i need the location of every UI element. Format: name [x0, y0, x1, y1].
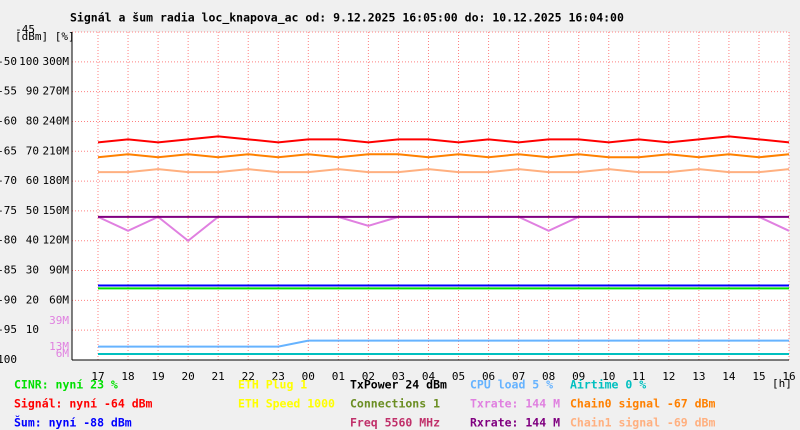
- y-tick-label: -100: [0, 353, 17, 366]
- x-tick-label: 05: [452, 370, 465, 383]
- x-tick-label: 12: [662, 370, 675, 383]
- y-tick-label: -45: [15, 23, 35, 36]
- legend-entry: Chain0 signal -67 dBm: [570, 397, 715, 411]
- x-unit: [h]: [772, 377, 792, 390]
- legend-entry: Rxrate: 144 M: [470, 416, 560, 430]
- series-line: [98, 168, 790, 174]
- y3-tick-label: 270M: [43, 85, 70, 98]
- series-line: [97, 135, 790, 144]
- y3-tick-label: 180M: [43, 174, 70, 187]
- series-line: [97, 153, 790, 159]
- series-line: [98, 339, 789, 348]
- x-tick-label: 04: [422, 370, 436, 383]
- y2-tick-label: 90: [26, 85, 39, 98]
- x-tick-label: 21: [212, 370, 225, 383]
- x-tick-label: 13: [692, 370, 705, 383]
- legend-entry: Airtime 0 %: [570, 378, 646, 392]
- y2-tick-label: 30: [26, 264, 39, 277]
- x-tick-label: 20: [182, 370, 195, 383]
- y3-tick-label: 60M: [49, 293, 69, 306]
- y2-tick-label: 100: [19, 55, 39, 68]
- y3-tick-label: 39M: [49, 314, 69, 327]
- y3-tick-label: 6M: [56, 347, 70, 360]
- y3-tick-label: 300M: [43, 55, 70, 68]
- x-tick-label: 07: [512, 370, 525, 383]
- legend-entry: Šum: nyní -88 dBm: [14, 415, 132, 430]
- x-tick-label: 16: [782, 370, 795, 383]
- y-tick-label: -75: [0, 204, 17, 217]
- x-tick-label: 17: [91, 370, 104, 383]
- y3-tick-label: 13M: [49, 340, 69, 353]
- legend-entry: Signál: nyní -64 dBm: [14, 397, 153, 411]
- x-tick-label: 11: [632, 370, 645, 383]
- y3-tick-label: 120M: [43, 234, 70, 247]
- legend-entry: TxPower 24 dBm: [350, 378, 447, 392]
- legend-entry: Connections 1: [350, 397, 440, 411]
- y2-tick-label: 50: [26, 204, 39, 217]
- x-tick-label: 10: [602, 370, 615, 383]
- y2-tick-label: 10: [26, 323, 39, 336]
- y3-tick-label: 150M: [43, 204, 70, 217]
- y-tick-label: -65: [0, 144, 17, 157]
- x-tick-label: 22: [242, 370, 255, 383]
- y-tick-label: -90: [0, 293, 17, 306]
- y2-tick-label: 60: [26, 174, 39, 187]
- x-tick-label: 02: [362, 370, 375, 383]
- x-tick-label: 18: [121, 370, 134, 383]
- axis-units: [dBm] [%]: [15, 30, 75, 43]
- legend-entry: ETH Plug 1: [238, 378, 307, 392]
- y-tick-label: -60: [0, 114, 17, 127]
- x-tick-label: 08: [542, 370, 555, 383]
- x-tick-label: 09: [572, 370, 585, 383]
- y-tick-label: -55: [0, 85, 17, 98]
- y-tick-label: -70: [0, 174, 17, 187]
- y-tick-label: -50: [0, 55, 17, 68]
- y2-tick-label: 70: [26, 144, 39, 157]
- plot-area: [72, 32, 789, 360]
- legend-entry: Txrate: 144 M: [470, 397, 560, 411]
- x-tick-label: 06: [482, 370, 495, 383]
- y-tick-label: -85: [0, 264, 17, 277]
- x-tick-label: 03: [392, 370, 405, 383]
- x-tick-label: 23: [272, 370, 285, 383]
- y-tick-label: -95: [0, 323, 17, 336]
- y3-tick-label: 240M: [43, 114, 70, 127]
- legend-entry: Chain1 signal -69 dBm: [570, 416, 715, 430]
- y2-tick-label: 20: [26, 293, 39, 306]
- legend-entry: Freq 5560 MHz: [350, 416, 440, 430]
- y2-tick-label: 40: [26, 234, 39, 247]
- x-tick-label: 00: [302, 370, 315, 383]
- x-tick-label: 01: [332, 370, 345, 383]
- legend-entry: CINR: nyní 23 %: [14, 378, 118, 392]
- legend-entry: ETH Speed 1000: [238, 397, 335, 411]
- x-tick-label: 14: [722, 370, 736, 383]
- chart-title: Signál a šum radia loc_knapova_ac od: 9.…: [70, 11, 624, 26]
- x-tick-label: 15: [752, 370, 765, 383]
- y2-tick-label: 80: [26, 114, 39, 127]
- y-tick-label: -80: [0, 234, 17, 247]
- x-tick-label: 19: [151, 370, 164, 383]
- legend-entry: CPU load 5 %: [470, 378, 553, 392]
- y3-tick-label: 90M: [49, 264, 69, 277]
- y3-tick-label: 210M: [43, 144, 70, 157]
